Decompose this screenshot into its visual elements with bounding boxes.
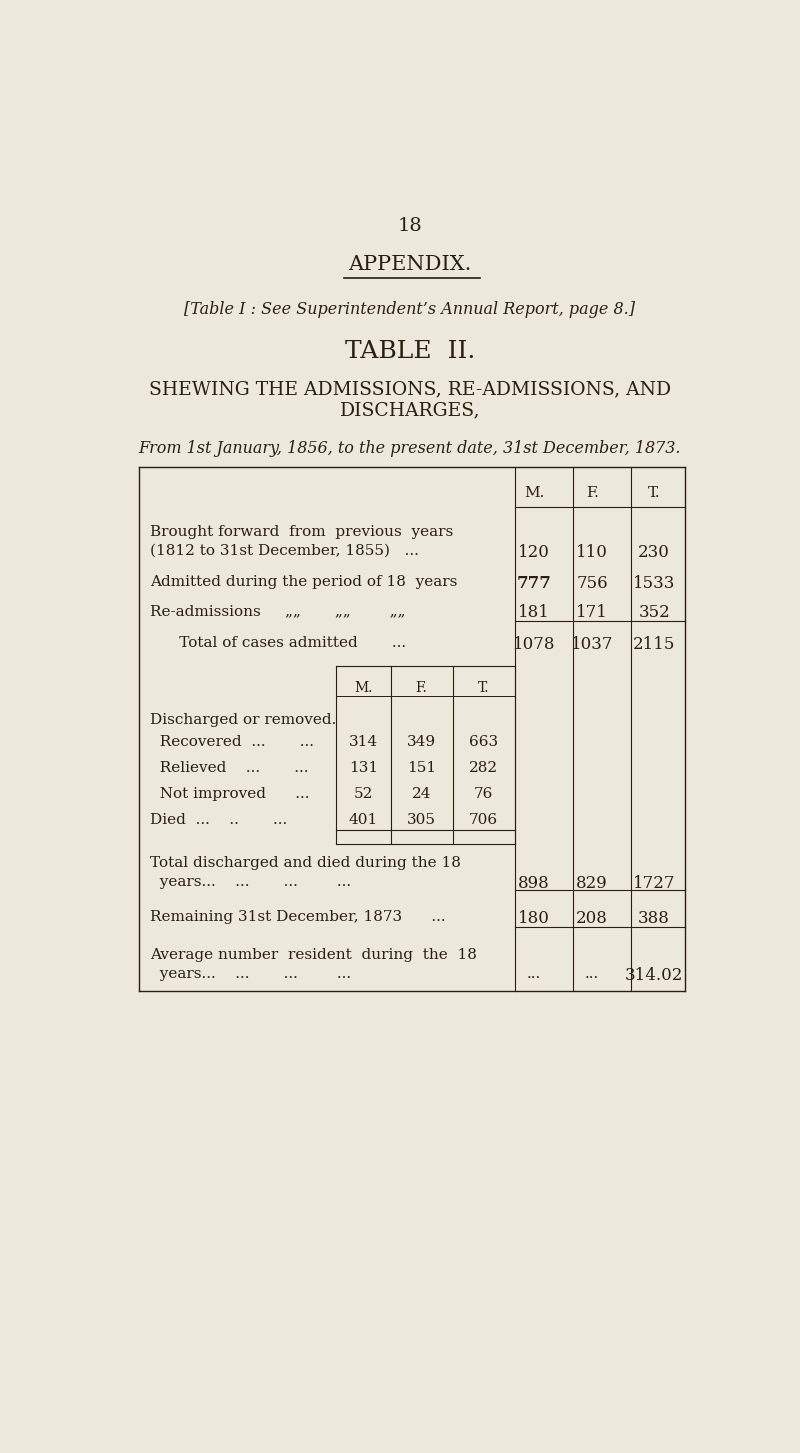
Text: 352: 352 <box>638 604 670 620</box>
Text: 52: 52 <box>354 788 373 801</box>
Text: 110: 110 <box>576 543 608 561</box>
Text: 171: 171 <box>576 604 608 620</box>
Text: 349: 349 <box>407 735 436 748</box>
Text: M.: M. <box>524 487 544 500</box>
Text: 314: 314 <box>349 735 378 748</box>
Text: Remaining 31st December, 1873      ...: Remaining 31st December, 1873 ... <box>150 910 446 924</box>
Text: TABLE  II.: TABLE II. <box>345 340 475 363</box>
Text: 829: 829 <box>576 875 608 892</box>
Text: 1078: 1078 <box>513 636 555 654</box>
Text: From 1st January, 1856, to the present date, 31st December, 1873.: From 1st January, 1856, to the present d… <box>138 440 682 458</box>
Text: 208: 208 <box>576 910 608 927</box>
Text: 151: 151 <box>407 761 436 774</box>
Text: 1533: 1533 <box>633 575 675 591</box>
Text: 1727: 1727 <box>633 875 675 892</box>
Text: 756: 756 <box>576 575 608 591</box>
Text: (1812 to 31st December, 1855)   ...: (1812 to 31st December, 1855) ... <box>150 543 419 558</box>
Text: 180: 180 <box>518 910 550 927</box>
Text: Brought forward  from  previous  years: Brought forward from previous years <box>150 525 454 539</box>
Text: Relieved    ...       ...: Relieved ... ... <box>150 761 309 774</box>
Text: T.: T. <box>648 487 661 500</box>
Text: 314.02: 314.02 <box>625 968 683 985</box>
Text: SHEWING THE ADMISSIONS, RE-ADMISSIONS, AND: SHEWING THE ADMISSIONS, RE-ADMISSIONS, A… <box>149 381 671 398</box>
Text: Total discharged and died during the 18: Total discharged and died during the 18 <box>150 856 462 870</box>
Text: 777: 777 <box>517 575 551 591</box>
Text: 282: 282 <box>469 761 498 774</box>
Text: 120: 120 <box>518 543 550 561</box>
Text: 230: 230 <box>638 543 670 561</box>
Text: F.: F. <box>416 681 427 695</box>
Text: DISCHARGES,: DISCHARGES, <box>340 401 480 420</box>
Text: 1037: 1037 <box>571 636 614 654</box>
Text: 706: 706 <box>469 814 498 827</box>
Text: Not improved      ...: Not improved ... <box>150 788 310 801</box>
Text: Died  ...    ..       ...: Died ... .. ... <box>150 814 288 827</box>
Text: years...    ...       ...        ...: years... ... ... ... <box>150 968 351 981</box>
Text: ...: ... <box>527 968 541 981</box>
Text: 2115: 2115 <box>633 636 675 654</box>
Text: Admitted during the period of 18  years: Admitted during the period of 18 years <box>150 575 458 588</box>
Text: 388: 388 <box>638 910 670 927</box>
Text: Re-admissions     „„       „„        „„: Re-admissions „„ „„ „„ <box>150 604 406 618</box>
Text: 181: 181 <box>518 604 550 620</box>
Text: 131: 131 <box>349 761 378 774</box>
Text: Discharged or removed.: Discharged or removed. <box>150 713 337 728</box>
Text: T.: T. <box>478 681 490 695</box>
Text: Total of cases admitted       ...: Total of cases admitted ... <box>150 636 406 651</box>
Text: ...: ... <box>585 968 599 981</box>
Text: F.: F. <box>586 487 598 500</box>
Text: 663: 663 <box>469 735 498 748</box>
Text: APPENDIX.: APPENDIX. <box>348 256 472 275</box>
Text: 898: 898 <box>518 875 550 892</box>
Text: 305: 305 <box>407 814 436 827</box>
Text: 76: 76 <box>474 788 494 801</box>
Text: 18: 18 <box>398 216 422 235</box>
Text: years...    ...       ...        ...: years... ... ... ... <box>150 875 351 889</box>
Text: Recovered  ...       ...: Recovered ... ... <box>150 735 314 748</box>
Text: [Table I : See Superintendent’s Annual Report, page 8.]: [Table I : See Superintendent’s Annual R… <box>185 301 635 318</box>
Text: M.: M. <box>354 681 373 695</box>
Text: 401: 401 <box>349 814 378 827</box>
Text: Average number  resident  during  the  18: Average number resident during the 18 <box>150 949 478 962</box>
Text: 24: 24 <box>412 788 431 801</box>
